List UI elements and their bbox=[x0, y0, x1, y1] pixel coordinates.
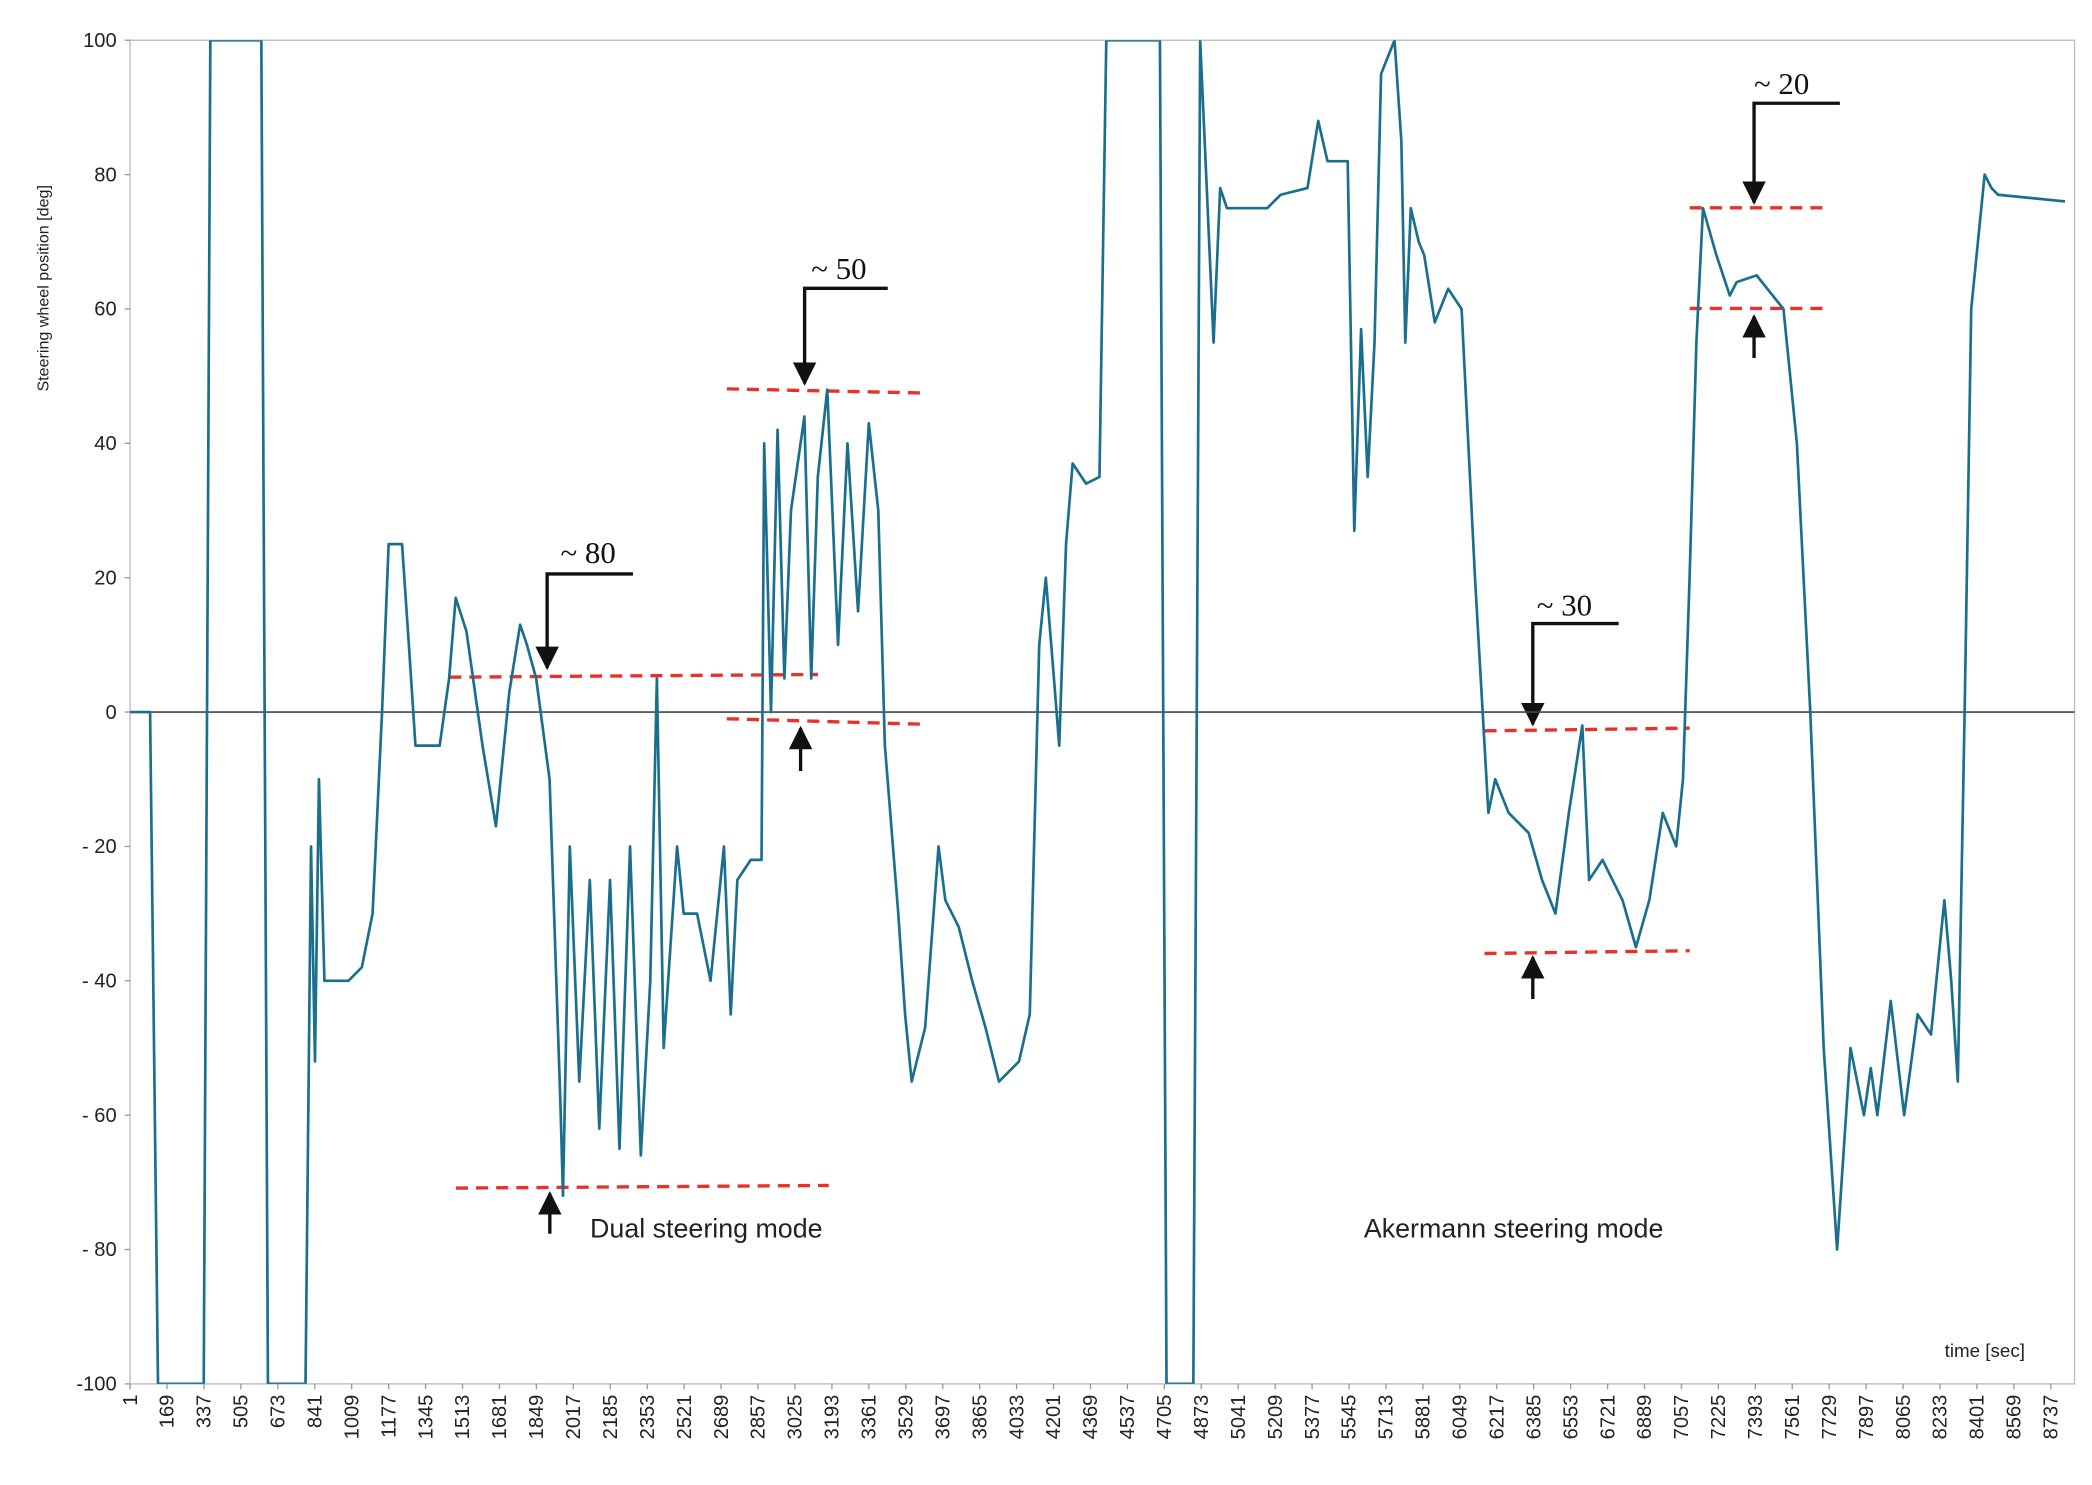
annotation: ~ 30 bbox=[1537, 589, 1592, 623]
x-tick-label: 8401 bbox=[1967, 1395, 1989, 1440]
x-tick-label: 8569 bbox=[2004, 1395, 2026, 1440]
x-tick-label: 4201 bbox=[1043, 1395, 1065, 1440]
x-tick-label: 3865 bbox=[969, 1395, 991, 1440]
level-line bbox=[1484, 949, 1690, 956]
x-tick-label: 3361 bbox=[859, 1395, 881, 1440]
x-tick-label: 2353 bbox=[637, 1395, 659, 1440]
x-tick-label: 7729 bbox=[1819, 1395, 1841, 1440]
x-tick-label: 5545 bbox=[1339, 1395, 1361, 1440]
y-tick-label: - 60 bbox=[82, 1105, 117, 1127]
arrow bbox=[1742, 101, 1840, 205]
x-tick-label: 4369 bbox=[1080, 1395, 1102, 1440]
annotation: ~ 20 bbox=[1754, 67, 1809, 101]
arrow bbox=[1521, 621, 1619, 727]
x-tick-label: 2521 bbox=[674, 1395, 696, 1440]
x-tick-label: 6217 bbox=[1486, 1395, 1508, 1440]
x-axis-label: time [sec] bbox=[1945, 1340, 2025, 1361]
x-tick-label: 4873 bbox=[1191, 1395, 1213, 1440]
x-tick-label: 8737 bbox=[2041, 1395, 2063, 1440]
y-tick-label: 100 bbox=[83, 30, 117, 52]
x-tick-label: 337 bbox=[194, 1395, 216, 1429]
y-tick-label: 60 bbox=[94, 299, 116, 321]
annotation: ~ 50 bbox=[811, 252, 866, 286]
x-tick-label: 841 bbox=[304, 1395, 326, 1429]
x-tick-label: 7897 bbox=[1856, 1395, 1878, 1440]
x-tick-label: 3529 bbox=[895, 1395, 917, 1440]
x-tick-label: 7561 bbox=[1782, 1395, 1804, 1440]
x-tick-label: 7393 bbox=[1745, 1395, 1767, 1440]
x-tick-label: 4537 bbox=[1117, 1395, 1139, 1440]
arrows bbox=[535, 101, 1840, 1234]
y-tick-label: - 80 bbox=[82, 1239, 117, 1261]
x-tick-label: 1177 bbox=[378, 1395, 400, 1438]
annotation: ~ 80 bbox=[561, 536, 616, 570]
x-tick-label: 1681 bbox=[489, 1395, 511, 1440]
x-tick-label: 169 bbox=[157, 1395, 179, 1429]
x-tick-label: 1513 bbox=[452, 1395, 474, 1440]
x-tick-label: 4705 bbox=[1154, 1395, 1176, 1440]
x-tick-label: 8065 bbox=[1893, 1395, 1915, 1440]
x-tick-label: 6889 bbox=[1634, 1395, 1656, 1440]
x-tick-label: 7057 bbox=[1671, 1395, 1693, 1440]
x-tick-label: 7225 bbox=[1708, 1395, 1730, 1440]
y-tick-label: 80 bbox=[94, 164, 116, 186]
annotation: Akermann steering mode bbox=[1364, 1214, 1664, 1244]
x-tick-label: 2185 bbox=[600, 1395, 622, 1440]
y-tick-label: 40 bbox=[94, 433, 116, 455]
x-tick-label: 6385 bbox=[1523, 1395, 1545, 1440]
arrow bbox=[535, 572, 633, 671]
x-tick-label: 2857 bbox=[748, 1395, 770, 1440]
arrow bbox=[792, 286, 888, 386]
x-tick-label: 673 bbox=[268, 1395, 290, 1429]
x-tick-label: 6049 bbox=[1450, 1395, 1472, 1440]
y-tick-label: - 40 bbox=[82, 970, 117, 992]
x-tick-label: 8233 bbox=[1930, 1395, 1952, 1440]
level-line bbox=[455, 1183, 829, 1190]
x-tick-label: 3193 bbox=[822, 1395, 844, 1440]
x-tick-label: 2017 bbox=[563, 1395, 585, 1440]
x-tick-label: 1849 bbox=[526, 1395, 548, 1440]
x-tick-label: 505 bbox=[231, 1395, 253, 1429]
y-tick-label: - 20 bbox=[82, 836, 117, 858]
x-tick-label: 5209 bbox=[1265, 1395, 1287, 1440]
x-tick-label: 2689 bbox=[711, 1395, 733, 1440]
level-line bbox=[1484, 726, 1690, 733]
x-tick-label: 6553 bbox=[1560, 1395, 1582, 1440]
y-axis-label: Steering wheel position [deg] bbox=[34, 185, 52, 391]
level-line bbox=[726, 387, 920, 395]
x-tick-label: 5041 bbox=[1228, 1395, 1250, 1440]
x-tick-label: 1009 bbox=[341, 1395, 363, 1440]
level-line bbox=[726, 717, 920, 726]
x-tick-label: 4033 bbox=[1006, 1395, 1028, 1440]
x-tick-label: 3025 bbox=[785, 1395, 807, 1440]
x-tick-label: 1345 bbox=[415, 1395, 437, 1440]
annotation: Dual steering mode bbox=[590, 1214, 823, 1244]
x-tick-label: 5881 bbox=[1413, 1395, 1435, 1440]
x-tick-label: 1 bbox=[120, 1395, 142, 1406]
annotations bbox=[449, 206, 1824, 1190]
y-tick-label: 0 bbox=[105, 702, 116, 724]
y-tick-label: -100 bbox=[76, 1374, 116, 1396]
x-tick-label: 5377 bbox=[1302, 1395, 1324, 1440]
x-tick-label: 6721 bbox=[1597, 1395, 1619, 1440]
data-line bbox=[130, 40, 2066, 1384]
x-tick-label: 3697 bbox=[932, 1395, 954, 1440]
y-tick-label: 20 bbox=[94, 567, 116, 589]
x-tick-label: 5713 bbox=[1376, 1395, 1398, 1440]
